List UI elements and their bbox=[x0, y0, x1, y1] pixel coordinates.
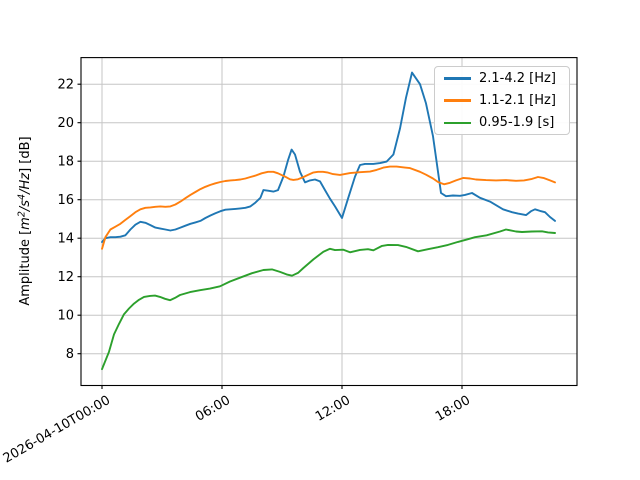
plot-frame bbox=[80, 57, 578, 387]
y-axis-label-segment: 2 bbox=[17, 211, 28, 217]
y-axis-label-segment: Amplitude [ bbox=[18, 230, 33, 306]
legend-label: 2.1-4.2 [Hz] bbox=[479, 70, 556, 86]
x-tick-label: 18:00 bbox=[433, 393, 473, 425]
y-tick-label: 8 bbox=[66, 347, 74, 362]
legend-entry: 2.1-4.2 [Hz] bbox=[435, 67, 569, 89]
y-axis-label-segment: /Hz bbox=[18, 172, 33, 195]
legend-line-sample bbox=[444, 77, 471, 80]
legend-label: 0.95-1.9 [s] bbox=[479, 115, 555, 131]
legend: 2.1-4.2 [Hz] 1.1-2.1 [Hz] 0.95-1.9 [s] bbox=[434, 66, 570, 135]
x-tick-label: 12:00 bbox=[313, 393, 353, 425]
axes-frame bbox=[80, 57, 578, 387]
y-axis-label-segment: m bbox=[18, 217, 33, 230]
legend-entry: 1.1-2.1 [Hz] bbox=[435, 90, 569, 112]
y-axis-label: Amplitude [m2/s4/Hz] [dB] bbox=[17, 136, 34, 305]
y-tick-label: 22 bbox=[57, 78, 74, 93]
x-tick-label: 2026-04-10T00:00 bbox=[1, 393, 113, 466]
y-tick-label: 16 bbox=[57, 193, 74, 208]
y-tick-label: 14 bbox=[57, 232, 74, 247]
tick-layer: 8 10 12 14 16 18 20 22 2026-04-10T00:00 06:00 12:0… bbox=[1, 78, 473, 467]
y-axis-label-segment: ] [dB] bbox=[18, 136, 33, 173]
y-tick-label: 12 bbox=[57, 270, 74, 285]
series-line-0 bbox=[101, 71, 556, 243]
y-tick-label: 18 bbox=[57, 155, 74, 170]
series-layer bbox=[101, 71, 556, 371]
y-tick-label: 10 bbox=[57, 309, 74, 324]
y-tick-label: 20 bbox=[57, 116, 74, 131]
series-line-1 bbox=[101, 165, 556, 250]
y-axis-label-segment: 4 bbox=[17, 194, 28, 200]
x-tick-label: 06:00 bbox=[193, 393, 233, 425]
legend-line-sample bbox=[444, 121, 471, 124]
legend-line-sample bbox=[444, 99, 471, 102]
y-axis-label-segment: /s bbox=[18, 200, 33, 212]
series-line-2 bbox=[101, 228, 556, 371]
legend-label: 1.1-2.1 [Hz] bbox=[479, 93, 556, 108]
legend-entry: 0.95-1.9 [s] bbox=[435, 112, 569, 134]
